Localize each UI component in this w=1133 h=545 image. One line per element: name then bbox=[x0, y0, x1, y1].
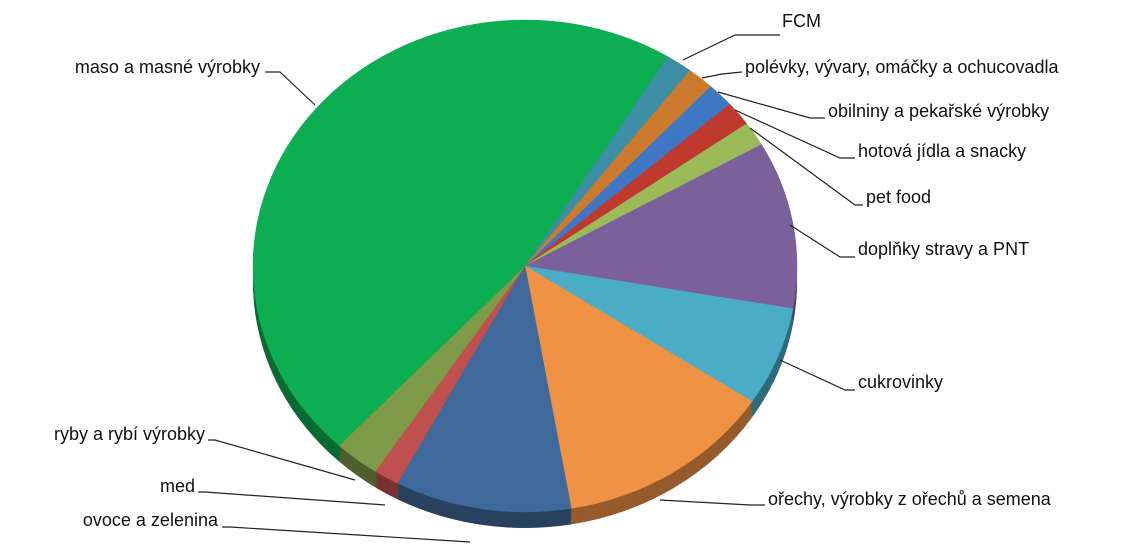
slice-label: maso a masné výrobky bbox=[75, 57, 260, 77]
slice-label: doplňky stravy a PNT bbox=[858, 239, 1029, 259]
slice bbox=[396, 265, 572, 513]
slice-label: FCM bbox=[782, 11, 821, 31]
leader-line bbox=[198, 491, 386, 506]
leader-line bbox=[265, 71, 316, 106]
slice-label: pet food bbox=[866, 187, 931, 207]
slice bbox=[252, 19, 668, 446]
slice-label: ořechy, výrobky z ořechů a semena bbox=[768, 489, 1052, 509]
leader-line bbox=[222, 526, 471, 543]
slice-label: ovoce a zelenina bbox=[83, 510, 219, 530]
slice bbox=[524, 265, 794, 402]
slice bbox=[524, 144, 798, 310]
leader-line bbox=[208, 439, 356, 481]
slice-label: obilniny a pekařské výrobky bbox=[828, 101, 1049, 121]
slice bbox=[524, 265, 753, 509]
leader-line bbox=[682, 34, 780, 61]
slice-label: hotová jídla a snacky bbox=[858, 141, 1026, 161]
slice-label: ryby a rybí výrobky bbox=[54, 424, 205, 444]
leader-line bbox=[701, 71, 743, 79]
slice-label: med bbox=[160, 476, 195, 496]
leader-line bbox=[779, 359, 855, 391]
leader-line bbox=[717, 91, 825, 119]
slice-label: polévky, vývary, omáčky a ochucovadla bbox=[745, 57, 1059, 77]
leader-line bbox=[749, 127, 863, 206]
slice-label: cukrovinky bbox=[858, 372, 943, 392]
leader-line bbox=[734, 109, 855, 159]
leader-line bbox=[659, 499, 765, 506]
leader-line bbox=[789, 224, 855, 258]
